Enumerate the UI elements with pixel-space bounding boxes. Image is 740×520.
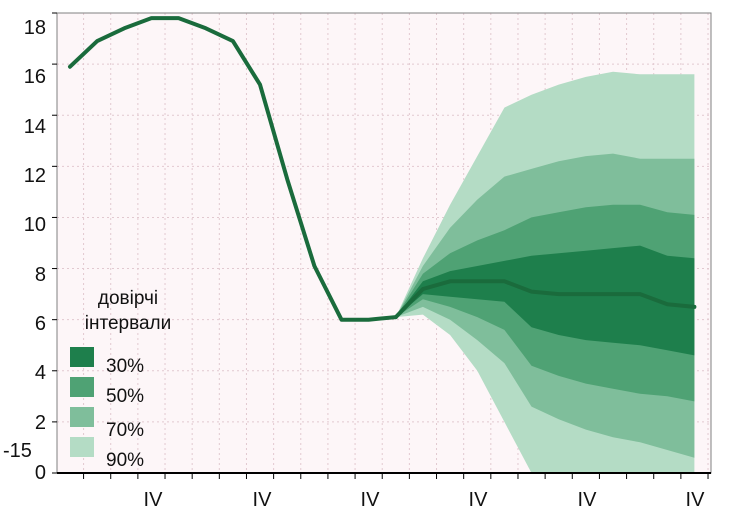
central-forecast-line xyxy=(393,279,697,320)
x-tick-label-2: IV xyxy=(253,489,273,511)
x-axis-tick-labels: IV IV IV IV IV IV xyxy=(144,489,706,511)
y-tick-label-18: 18 xyxy=(24,17,46,39)
y-tick-label-4: 4 xyxy=(35,362,46,384)
y-tick-label-12: 12 xyxy=(24,165,46,187)
legend-swatch-30 xyxy=(70,347,94,367)
y-tick-label-2: 2 xyxy=(35,412,46,434)
stray-label: -15 xyxy=(3,440,32,462)
y-tick-label-16: 16 xyxy=(24,66,46,88)
y-tick-label-0: 0 xyxy=(35,462,46,484)
y-tick-label-10: 10 xyxy=(24,214,46,236)
legend: довірчі інтервали 30% 50% 70% 90% xyxy=(70,288,171,471)
legend-label-50: 50% xyxy=(106,386,144,407)
y-tick-label-6: 6 xyxy=(35,313,46,335)
legend-swatch-90 xyxy=(70,437,94,457)
y-tick-label-14: 14 xyxy=(24,116,46,138)
legend-swatch-70 xyxy=(70,407,94,427)
confidence-bands xyxy=(395,71,695,474)
confidence-band-30 xyxy=(395,245,695,356)
legend-label-30: 30% xyxy=(106,356,144,377)
y-axis-tick-labels: 0 2 4 6 8 10 12 14 16 18 -15 xyxy=(3,17,46,484)
x-tick-label-4: IV xyxy=(469,489,489,511)
axes xyxy=(52,12,712,479)
legend-swatch-50 xyxy=(70,377,94,397)
y-tick-label-8: 8 xyxy=(35,264,46,286)
legend-label-70: 70% xyxy=(106,420,144,441)
legend-label-90: 90% xyxy=(106,450,144,471)
legend-title-line2: інтервали xyxy=(85,313,171,334)
history-line xyxy=(68,16,398,322)
x-tick-label-6: IV xyxy=(686,489,706,511)
series-lines xyxy=(68,16,697,322)
x-tick-label-1: IV xyxy=(144,489,164,511)
x-tick-label-5: IV xyxy=(578,489,598,511)
legend-title-line1: довірчі xyxy=(98,288,158,309)
x-tick-label-3: IV xyxy=(361,489,381,511)
